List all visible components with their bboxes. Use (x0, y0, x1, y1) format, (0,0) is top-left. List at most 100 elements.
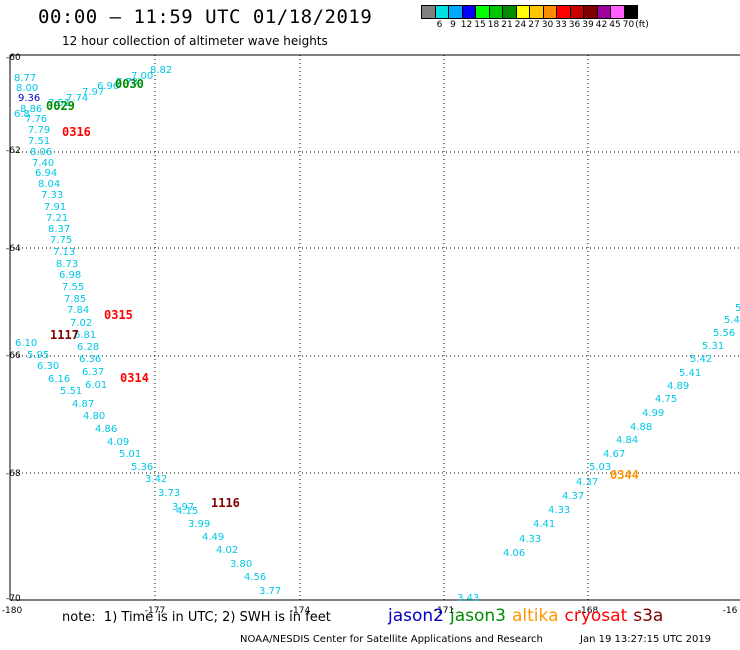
footer-organization: NOAA/NESDIS Center for Satellite Applica… (240, 634, 543, 645)
legend-unit: (ft) (635, 20, 649, 30)
legend-label: 24 (514, 20, 527, 30)
units-note: note: 1) Time is in UTC; 2) SWH is in fe… (62, 610, 331, 625)
color-scale-legend: 6 9 12 15 18 21 24 27 30 33 36 39 42 45 70 (ft) (421, 5, 740, 31)
wave-height-label: 3.73 (158, 488, 180, 499)
wave-height-label: 4.41 (533, 519, 555, 530)
wave-height-label: 7.85 (64, 294, 86, 305)
wave-height-label: 3.42 (145, 474, 167, 485)
color-scale-swatches (421, 5, 740, 19)
wave-height-label: 5.03 (589, 462, 611, 473)
wave-height-label: 5.51 (60, 386, 82, 397)
wave-height-label: 8.73 (56, 259, 78, 270)
lon-tick-label: -177 (145, 606, 165, 616)
satellite-legend-entry: altika (512, 606, 559, 626)
wave-height-label: 7.13 (53, 247, 75, 258)
wave-height-label: 7.74 (66, 93, 88, 104)
wave-height-label: 3.43 (457, 593, 479, 604)
wave-height-label: 7.76 (25, 114, 47, 125)
wave-height-label: 3.99 (188, 519, 210, 530)
legend-label: 6 (436, 20, 443, 30)
wave-height-label: 5.01 (119, 449, 141, 460)
wave-height-label: 4.89 (667, 381, 689, 392)
wave-height-label: 7.79 (28, 125, 50, 136)
pass-time-label: 0316 (62, 125, 91, 139)
satellite-legend-entry: cryosat (564, 606, 628, 626)
wave-height-label: 7.21 (46, 213, 68, 224)
pass-time-label: 1117 (50, 328, 79, 342)
wave-height-label: 4.33 (548, 505, 570, 516)
wave-height-label: 6.96 (97, 81, 119, 92)
wave-height-label: 5.4 (724, 315, 740, 326)
map-title: 00:00 – 11:59 UTC 01/18/2019 (38, 6, 373, 28)
wave-height-label: 6.98 (59, 270, 81, 281)
wave-height-label: 8.00 (16, 83, 38, 94)
wave-height-label: 4.49 (202, 532, 224, 543)
wave-height-label: 5 (735, 303, 740, 314)
wave-height-label: 5.95 (27, 350, 49, 361)
pass-time-label: 0315 (104, 308, 133, 322)
legend-label: 15 (474, 20, 486, 30)
wave-height-label: 8.37 (48, 224, 70, 235)
wave-height-label: 7.97 (82, 87, 104, 98)
wave-height-label: 4.37 (576, 477, 598, 488)
wave-height-label: 7.33 (41, 190, 63, 201)
lat-tick-label: -70 (6, 594, 21, 604)
lat-tick-label: -60 (6, 53, 21, 63)
legend-label: 27 (528, 20, 540, 30)
wave-height-label: 7.55 (62, 282, 84, 293)
legend-label: 45 (609, 20, 621, 30)
wave-height-label: 7.73 (116, 77, 138, 88)
wave-height-label: 6.10 (15, 338, 37, 349)
wave-height-label: 5.31 (702, 341, 724, 352)
wave-height-label: 6.81 (74, 330, 96, 341)
wave-height-label: 8.04 (38, 179, 60, 190)
wave-height-label: 4.56 (244, 572, 266, 583)
satellite-legend: jason2 jason3 altika cryosat s3a (388, 606, 669, 626)
wave-height-label: 6.8 (14, 109, 30, 120)
wave-height-label: 4.88 (630, 422, 652, 433)
wave-height-label: 4.33 (519, 534, 541, 545)
map-subtitle: 12 hour collection of altimeter wave hei… (62, 34, 328, 48)
wave-height-label: 6.16 (48, 374, 70, 385)
wave-height-label: 7.40 (32, 158, 54, 169)
pass-time-label: 0029 (46, 99, 75, 113)
wave-height-label: 7.91 (44, 202, 66, 213)
satellite-legend-entry: jason2 (388, 606, 444, 626)
wave-height-label: 6.30 (37, 361, 59, 372)
wave-height-label: 4.80 (83, 411, 105, 422)
wave-height-label: 4.09 (107, 437, 129, 448)
wave-height-label: 4.67 (603, 449, 625, 460)
wave-height-label: 4.86 (95, 424, 117, 435)
satellite-legend-entry: jason3 (450, 606, 506, 626)
legend-label: 42 (595, 20, 608, 30)
legend-label: 18 (487, 20, 500, 30)
wave-height-label: 4.37 (562, 491, 584, 502)
legend-swatch (623, 5, 638, 19)
lat-tick-label: -68 (6, 469, 21, 479)
pass-time-label: 0030 (115, 77, 144, 91)
wave-height-label: 6.28 (77, 342, 99, 353)
wave-height-label: 8.82 (150, 65, 172, 76)
legend-label: 33 (555, 20, 567, 30)
wave-height-label: 8.06 (30, 147, 52, 158)
wave-height-label: 7.51 (28, 136, 50, 147)
legend-label: 39 (582, 20, 594, 30)
wave-height-label: 7.75 (50, 235, 72, 246)
lat-tick-label: -66 (6, 351, 21, 361)
lat-tick-label: -64 (6, 244, 21, 254)
legend-label: 9 (450, 20, 456, 30)
wave-height-label: 5.56 (713, 328, 735, 339)
wave-height-label: 5.41 (679, 368, 701, 379)
lon-tick-label: -180 (2, 606, 23, 616)
wave-height-label: 4.75 (655, 394, 677, 405)
wave-height-label: 6.37 (82, 367, 104, 378)
legend-label: 30 (541, 20, 554, 30)
pass-time-label: 0344 (610, 468, 639, 482)
wave-height-label: 3.80 (230, 559, 252, 570)
pass-time-label: 1116 (211, 496, 240, 510)
wave-height-label: 7.51 (48, 98, 70, 109)
wave-height-label: 6.01 (85, 380, 107, 391)
legend-label: 36 (568, 20, 581, 30)
wave-height-label: 9.36 (18, 93, 40, 104)
wave-height-label: 5.36 (131, 462, 153, 473)
